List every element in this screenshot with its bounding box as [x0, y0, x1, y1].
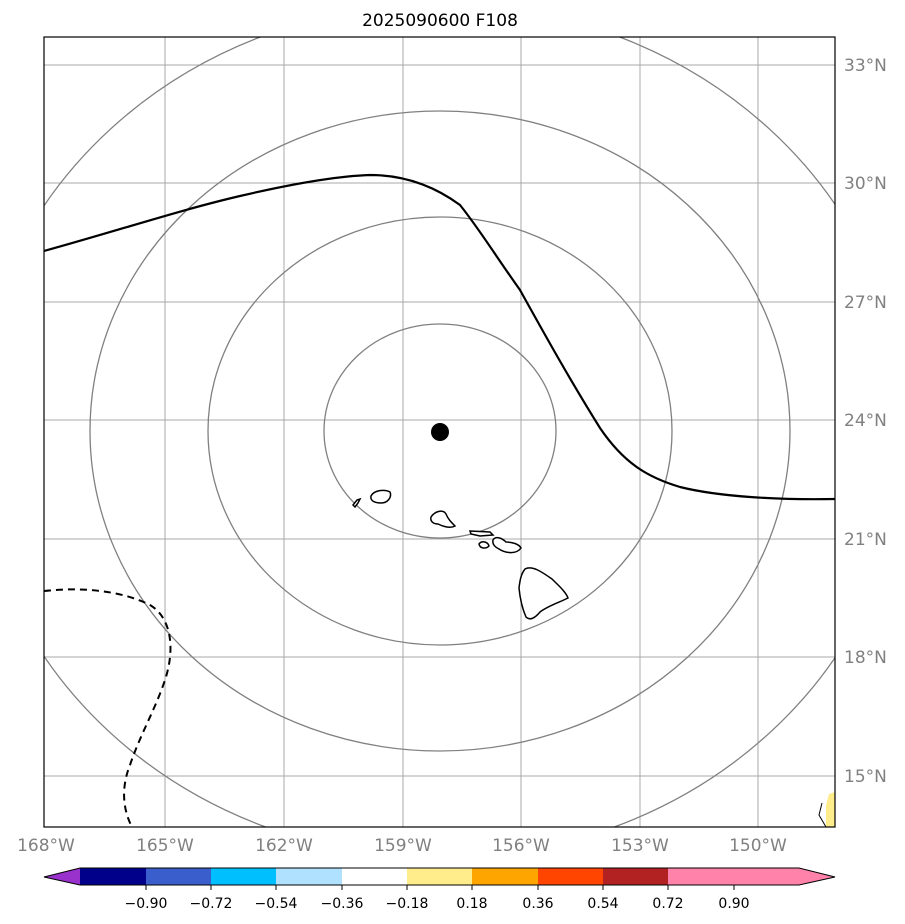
lon-label: 150°W — [729, 836, 787, 856]
island-maui — [492, 536, 522, 554]
map-panel — [44, 37, 835, 827]
island-molokai — [468, 530, 495, 537]
island-hawaii — [518, 567, 569, 620]
lon-label: 159°W — [374, 836, 432, 856]
colorbar-segment — [538, 868, 603, 885]
lon-label: 168°W — [17, 836, 75, 856]
lat-label: 18°N — [844, 648, 887, 668]
range-ring-1 — [323, 323, 557, 539]
island-kauai — [370, 489, 392, 504]
lon-label: 162°W — [255, 836, 313, 856]
figure-title: 2025090600 F108 — [362, 11, 518, 31]
colorbar-outline — [43, 867, 836, 886]
colorbar-segment — [603, 868, 668, 885]
colorbar-tick-label: −0.90 — [125, 896, 168, 912]
lon-label: 165°W — [136, 836, 194, 856]
colorbar-tick-label: 0.72 — [652, 896, 683, 912]
range-ring-3 — [89, 110, 791, 752]
colorbar-tick-label: 0.18 — [456, 896, 487, 912]
storm-center-marker — [431, 423, 449, 441]
lat-label: 27°N — [844, 293, 887, 313]
map-frame — [43, 36, 836, 828]
lon-gridlines — [164, 37, 759, 827]
colorbar-tick-label: 0.90 — [718, 896, 749, 912]
shaded-field-positive — [826, 792, 835, 827]
lon-label: 156°W — [492, 836, 550, 856]
lat-label: 30°N — [844, 174, 887, 194]
colorbar-tick-label: −0.18 — [386, 896, 429, 912]
island-lanai — [478, 541, 490, 549]
hawaiian-islands — [351, 489, 569, 620]
lat-label: 33°N — [844, 56, 887, 76]
colorbar-tick-labels: −0.90 −0.72 −0.54 −0.36 −0.18 0.18 0.36 … — [125, 896, 750, 912]
colorbar: −0.90 −0.72 −0.54 −0.36 −0.18 0.18 0.36 … — [43, 867, 836, 912]
colorbar-segment — [472, 868, 538, 885]
island-niihau — [351, 497, 362, 509]
colorbar-extend-left — [44, 868, 80, 885]
range-rings — [44, 37, 835, 827]
colorbar-tick-label: −0.36 — [321, 896, 364, 912]
lat-label: 24°N — [844, 411, 887, 431]
lat-labels: 33°N 30°N 27°N 24°N 21°N 18°N 15°N — [844, 56, 887, 787]
colorbar-extend-right — [734, 868, 835, 885]
range-ring-2 — [207, 216, 673, 646]
colorbar-segment — [146, 868, 211, 885]
lon-labels: 168°W 165°W 162°W 159°W 156°W 153°W 150°… — [17, 836, 787, 856]
colorbar-segment — [211, 868, 276, 885]
lon-label: 153°W — [611, 836, 669, 856]
colorbar-segment — [80, 868, 146, 885]
colorbar-segment — [407, 868, 472, 885]
colorbar-segment — [342, 868, 407, 885]
colorbar-tick-label: −0.54 — [255, 896, 298, 912]
island-oahu — [430, 510, 457, 528]
lat-label: 21°N — [844, 530, 887, 550]
colorbar-segment — [276, 868, 342, 885]
lat-gridlines — [44, 64, 835, 777]
colorbar-ticks — [145, 885, 735, 890]
colorbar-tick-label: 0.54 — [587, 896, 618, 912]
solid-contour-line — [44, 173, 835, 501]
coastline-mexico — [818, 802, 827, 827]
lat-label: 15°N — [844, 767, 887, 787]
colorbar-tick-label: −0.72 — [190, 896, 233, 912]
colorbar-tick-label: 0.36 — [522, 896, 553, 912]
colorbar-segment — [668, 868, 734, 885]
